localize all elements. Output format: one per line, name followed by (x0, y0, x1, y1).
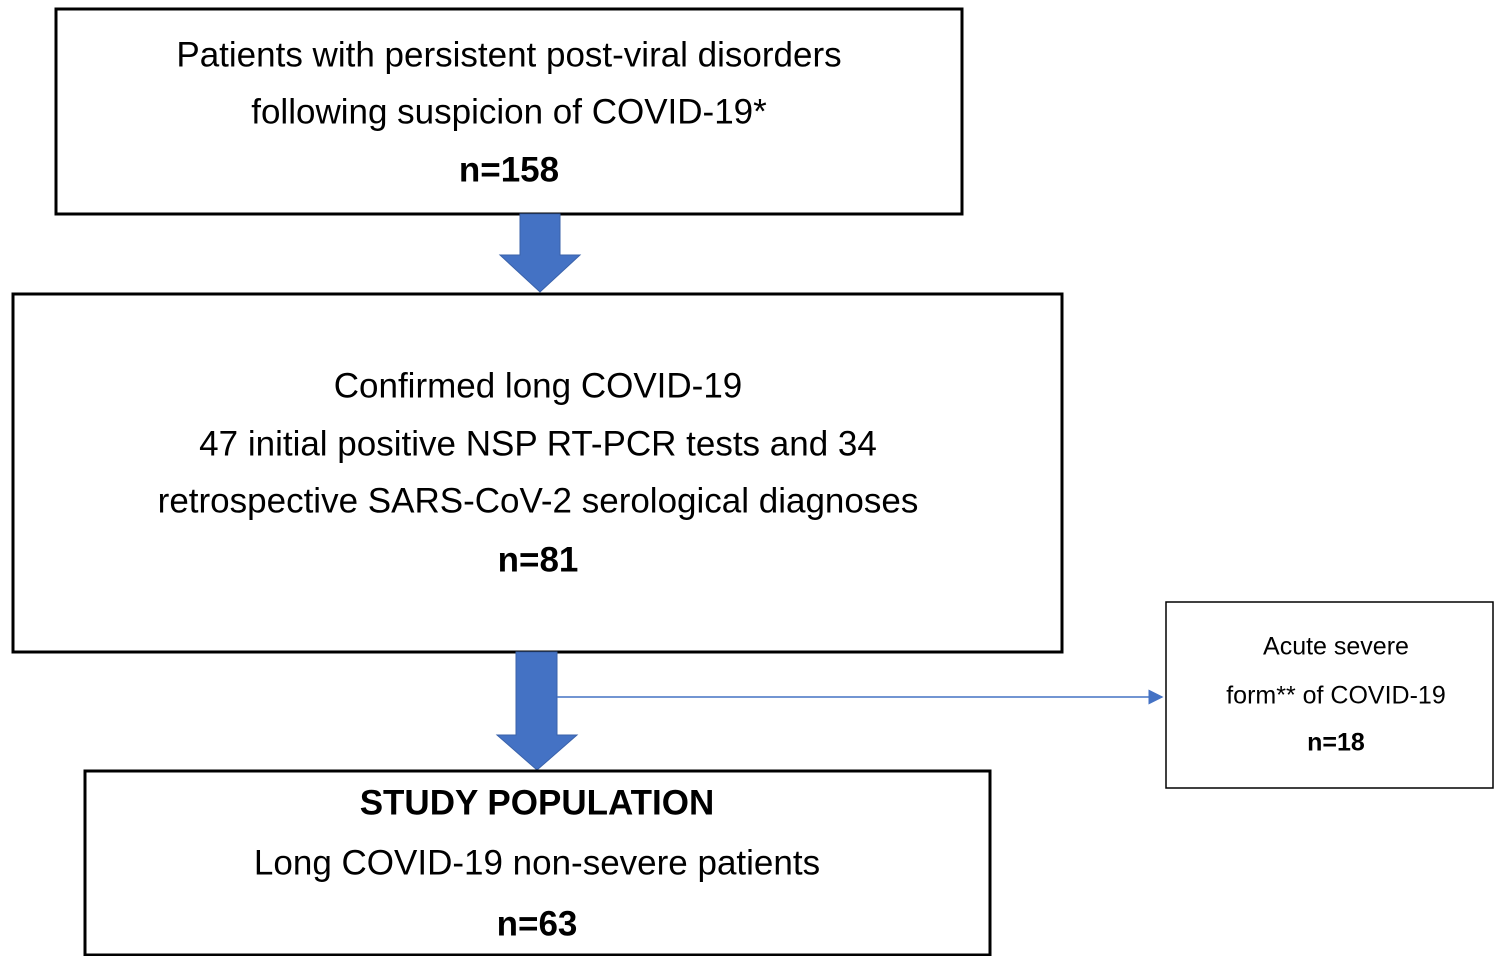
box-heading: STUDY POPULATION (360, 783, 715, 822)
box (83, 769, 992, 956)
box (54, 7, 964, 216)
box-count: n=18 (1307, 729, 1365, 757)
block-arrow (498, 213, 582, 293)
block-arrow (495, 651, 579, 771)
box-text: Patients with persistent post-viral diso… (176, 35, 841, 74)
box-text: Acute severe (1263, 633, 1409, 661)
box (11, 292, 1064, 654)
box-text: form** of COVID-19 (1226, 682, 1446, 710)
box-count: n=81 (498, 540, 579, 579)
box-text: Confirmed long COVID-19 (334, 366, 743, 405)
box-text: 47 initial positive NSP RT-PCR tests and… (199, 424, 877, 463)
box-count: n=63 (497, 904, 578, 943)
box-text: following suspicion of COVID-19* (251, 92, 767, 131)
box-text: Long COVID-19 non-severe patients (254, 843, 820, 882)
box-text: retrospective SARS-CoV-2 serological dia… (158, 481, 919, 520)
box (1165, 601, 1494, 789)
box-count: n=158 (459, 150, 559, 189)
